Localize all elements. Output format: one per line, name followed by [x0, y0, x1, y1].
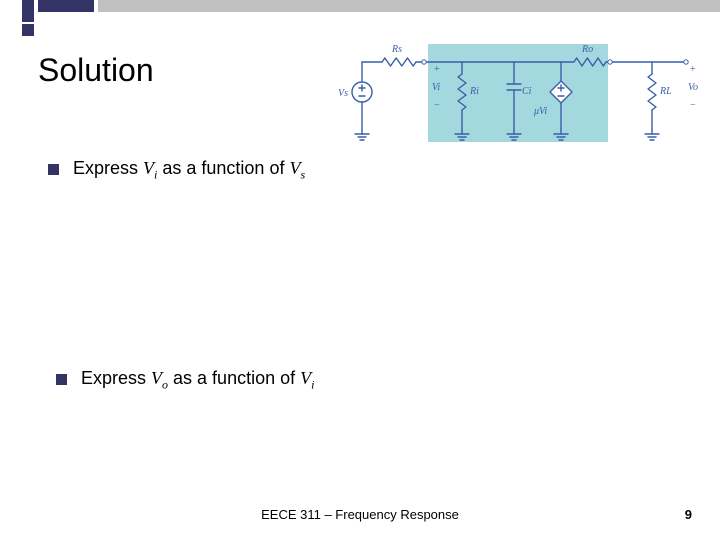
svg-text:Vs: Vs	[338, 88, 348, 99]
accent-bar	[38, 0, 94, 12]
bullet-marker-icon	[48, 164, 59, 175]
accent-bar	[22, 0, 34, 22]
bullet-marker-icon	[56, 374, 67, 385]
bullet-item: Express Vo as a function of Vi	[56, 368, 314, 393]
svg-text:Vo: Vo	[688, 82, 698, 93]
svg-text:−: −	[690, 100, 696, 111]
svg-text:Ri: Ri	[469, 86, 479, 97]
svg-text:Vi: Vi	[432, 82, 440, 93]
footer-text: EECE 311 – Frequency Response	[0, 507, 720, 522]
circuit-diagram: Vs Ri CiμVi RL Rs Ro + Vi − + Vo −	[334, 38, 706, 144]
accent-bar	[98, 0, 720, 12]
page-number: 9	[685, 507, 692, 522]
slide-title: Solution	[38, 52, 154, 89]
svg-text:Ro: Ro	[581, 44, 593, 55]
bullet-text: Express Vo as a function of Vi	[81, 368, 314, 393]
slide: Solution Express Vi as a function of Vs E…	[0, 0, 720, 540]
svg-text:μVi: μVi	[533, 106, 547, 117]
bullet-text: Express Vi as a function of Vs	[73, 158, 305, 183]
svg-text:Rs: Rs	[391, 44, 402, 55]
svg-text:Ci: Ci	[522, 86, 532, 97]
svg-text:+: +	[434, 64, 440, 75]
svg-text:RL: RL	[659, 86, 672, 97]
svg-text:−: −	[434, 100, 440, 111]
circuit-svg: Vs Ri CiμVi RL Rs Ro + Vi − + Vo −	[334, 38, 706, 144]
accent-bar	[22, 24, 34, 36]
svg-text:+: +	[690, 64, 696, 75]
bullet-item: Express Vi as a function of Vs	[48, 158, 305, 183]
